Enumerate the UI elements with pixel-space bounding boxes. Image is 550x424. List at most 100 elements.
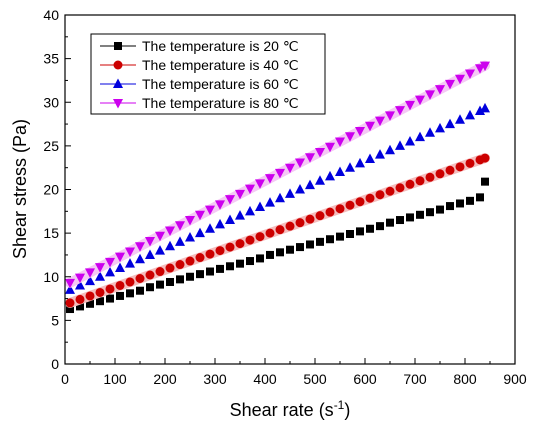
data-point — [456, 199, 464, 208]
data-point — [395, 183, 405, 193]
data-point — [245, 235, 255, 245]
x-tick-label: 0 — [61, 371, 69, 387]
data-point — [75, 273, 85, 284]
data-point — [205, 223, 215, 233]
data-point — [86, 299, 94, 308]
data-point — [475, 64, 485, 74]
data-point — [415, 131, 425, 142]
data-point — [106, 294, 114, 303]
data-point — [386, 218, 394, 227]
data-point — [146, 283, 154, 292]
data-point — [480, 102, 490, 113]
data-point — [480, 61, 490, 72]
data-point — [165, 263, 175, 273]
data-point — [85, 275, 95, 286]
data-point — [315, 175, 325, 185]
data-point — [465, 158, 475, 168]
data-point — [95, 287, 105, 297]
data-point — [345, 132, 355, 142]
data-point — [186, 272, 194, 281]
data-point — [206, 267, 214, 276]
data-point — [105, 266, 115, 277]
data-point — [66, 305, 74, 314]
data-point — [435, 122, 445, 133]
y-tick-label: 20 — [43, 182, 59, 198]
x-tick-label: 400 — [253, 371, 277, 387]
series-4 — [65, 60, 490, 289]
data-point — [215, 200, 225, 210]
y-tick-label: 0 — [51, 356, 59, 372]
data-point — [265, 228, 275, 238]
data-point — [145, 236, 155, 247]
data-point — [166, 277, 174, 286]
data-point — [115, 262, 125, 273]
y-axis-title: Shear stress (Pa) — [10, 119, 30, 259]
data-point — [445, 79, 455, 90]
data-point — [216, 264, 224, 273]
data-point — [195, 210, 205, 221]
y-tick-label: 5 — [51, 312, 59, 328]
legend-marker — [113, 78, 123, 88]
data-point — [285, 221, 295, 231]
legend-box — [90, 33, 326, 115]
data-point — [96, 297, 104, 306]
data-point — [455, 74, 465, 85]
data-marks — [65, 60, 490, 314]
data-point — [175, 221, 185, 231]
legend-label: The temperature is 60 ℃ — [142, 76, 299, 92]
data-point — [246, 257, 254, 266]
series-1 — [66, 177, 489, 314]
data-point — [315, 211, 325, 221]
data-point — [466, 196, 474, 205]
data-point — [255, 232, 265, 242]
data-point — [245, 184, 255, 195]
data-point — [376, 222, 384, 231]
data-point — [95, 271, 105, 281]
legend-marker — [113, 99, 123, 109]
data-point — [275, 192, 285, 203]
data-point — [115, 280, 125, 290]
y-tick-label: 30 — [43, 94, 59, 110]
data-point — [385, 186, 395, 196]
x-tick-label: 300 — [203, 371, 227, 387]
data-point — [135, 273, 145, 283]
series-3 — [65, 102, 490, 294]
data-point — [435, 85, 445, 95]
data-point — [325, 142, 335, 153]
data-point — [326, 235, 334, 244]
data-point — [405, 136, 415, 146]
data-point — [256, 254, 264, 263]
data-point — [305, 153, 315, 163]
data-point — [205, 205, 215, 216]
data-point — [265, 174, 275, 184]
data-point — [336, 232, 344, 241]
data-point — [405, 179, 415, 189]
data-point — [445, 165, 455, 175]
data-point — [126, 289, 134, 298]
data-point — [276, 248, 284, 257]
data-point — [135, 253, 145, 264]
data-point — [285, 188, 295, 198]
data-point — [185, 256, 195, 266]
legend-entry: The temperature is 80 ℃ — [100, 95, 299, 111]
legend-entry: The temperature is 40 ℃ — [100, 57, 299, 73]
data-point — [475, 105, 485, 115]
data-point — [465, 69, 475, 79]
data-point — [465, 109, 475, 120]
x-tick-label: 500 — [303, 371, 327, 387]
data-point — [76, 302, 84, 311]
x-tick-label: 200 — [153, 371, 177, 387]
data-point — [195, 253, 205, 263]
legend-label: The temperature is 80 ℃ — [142, 95, 299, 111]
data-point — [266, 250, 274, 259]
series-2 — [65, 153, 490, 308]
legend-entry: The temperature is 60 ℃ — [100, 76, 299, 92]
data-point — [335, 137, 345, 148]
x-tick-label: 900 — [503, 371, 527, 387]
data-point — [145, 270, 155, 280]
legend-label: The temperature is 20 ℃ — [142, 38, 299, 54]
data-point — [65, 298, 75, 308]
data-point — [446, 202, 454, 211]
data-point — [365, 193, 375, 203]
data-point — [295, 218, 305, 228]
